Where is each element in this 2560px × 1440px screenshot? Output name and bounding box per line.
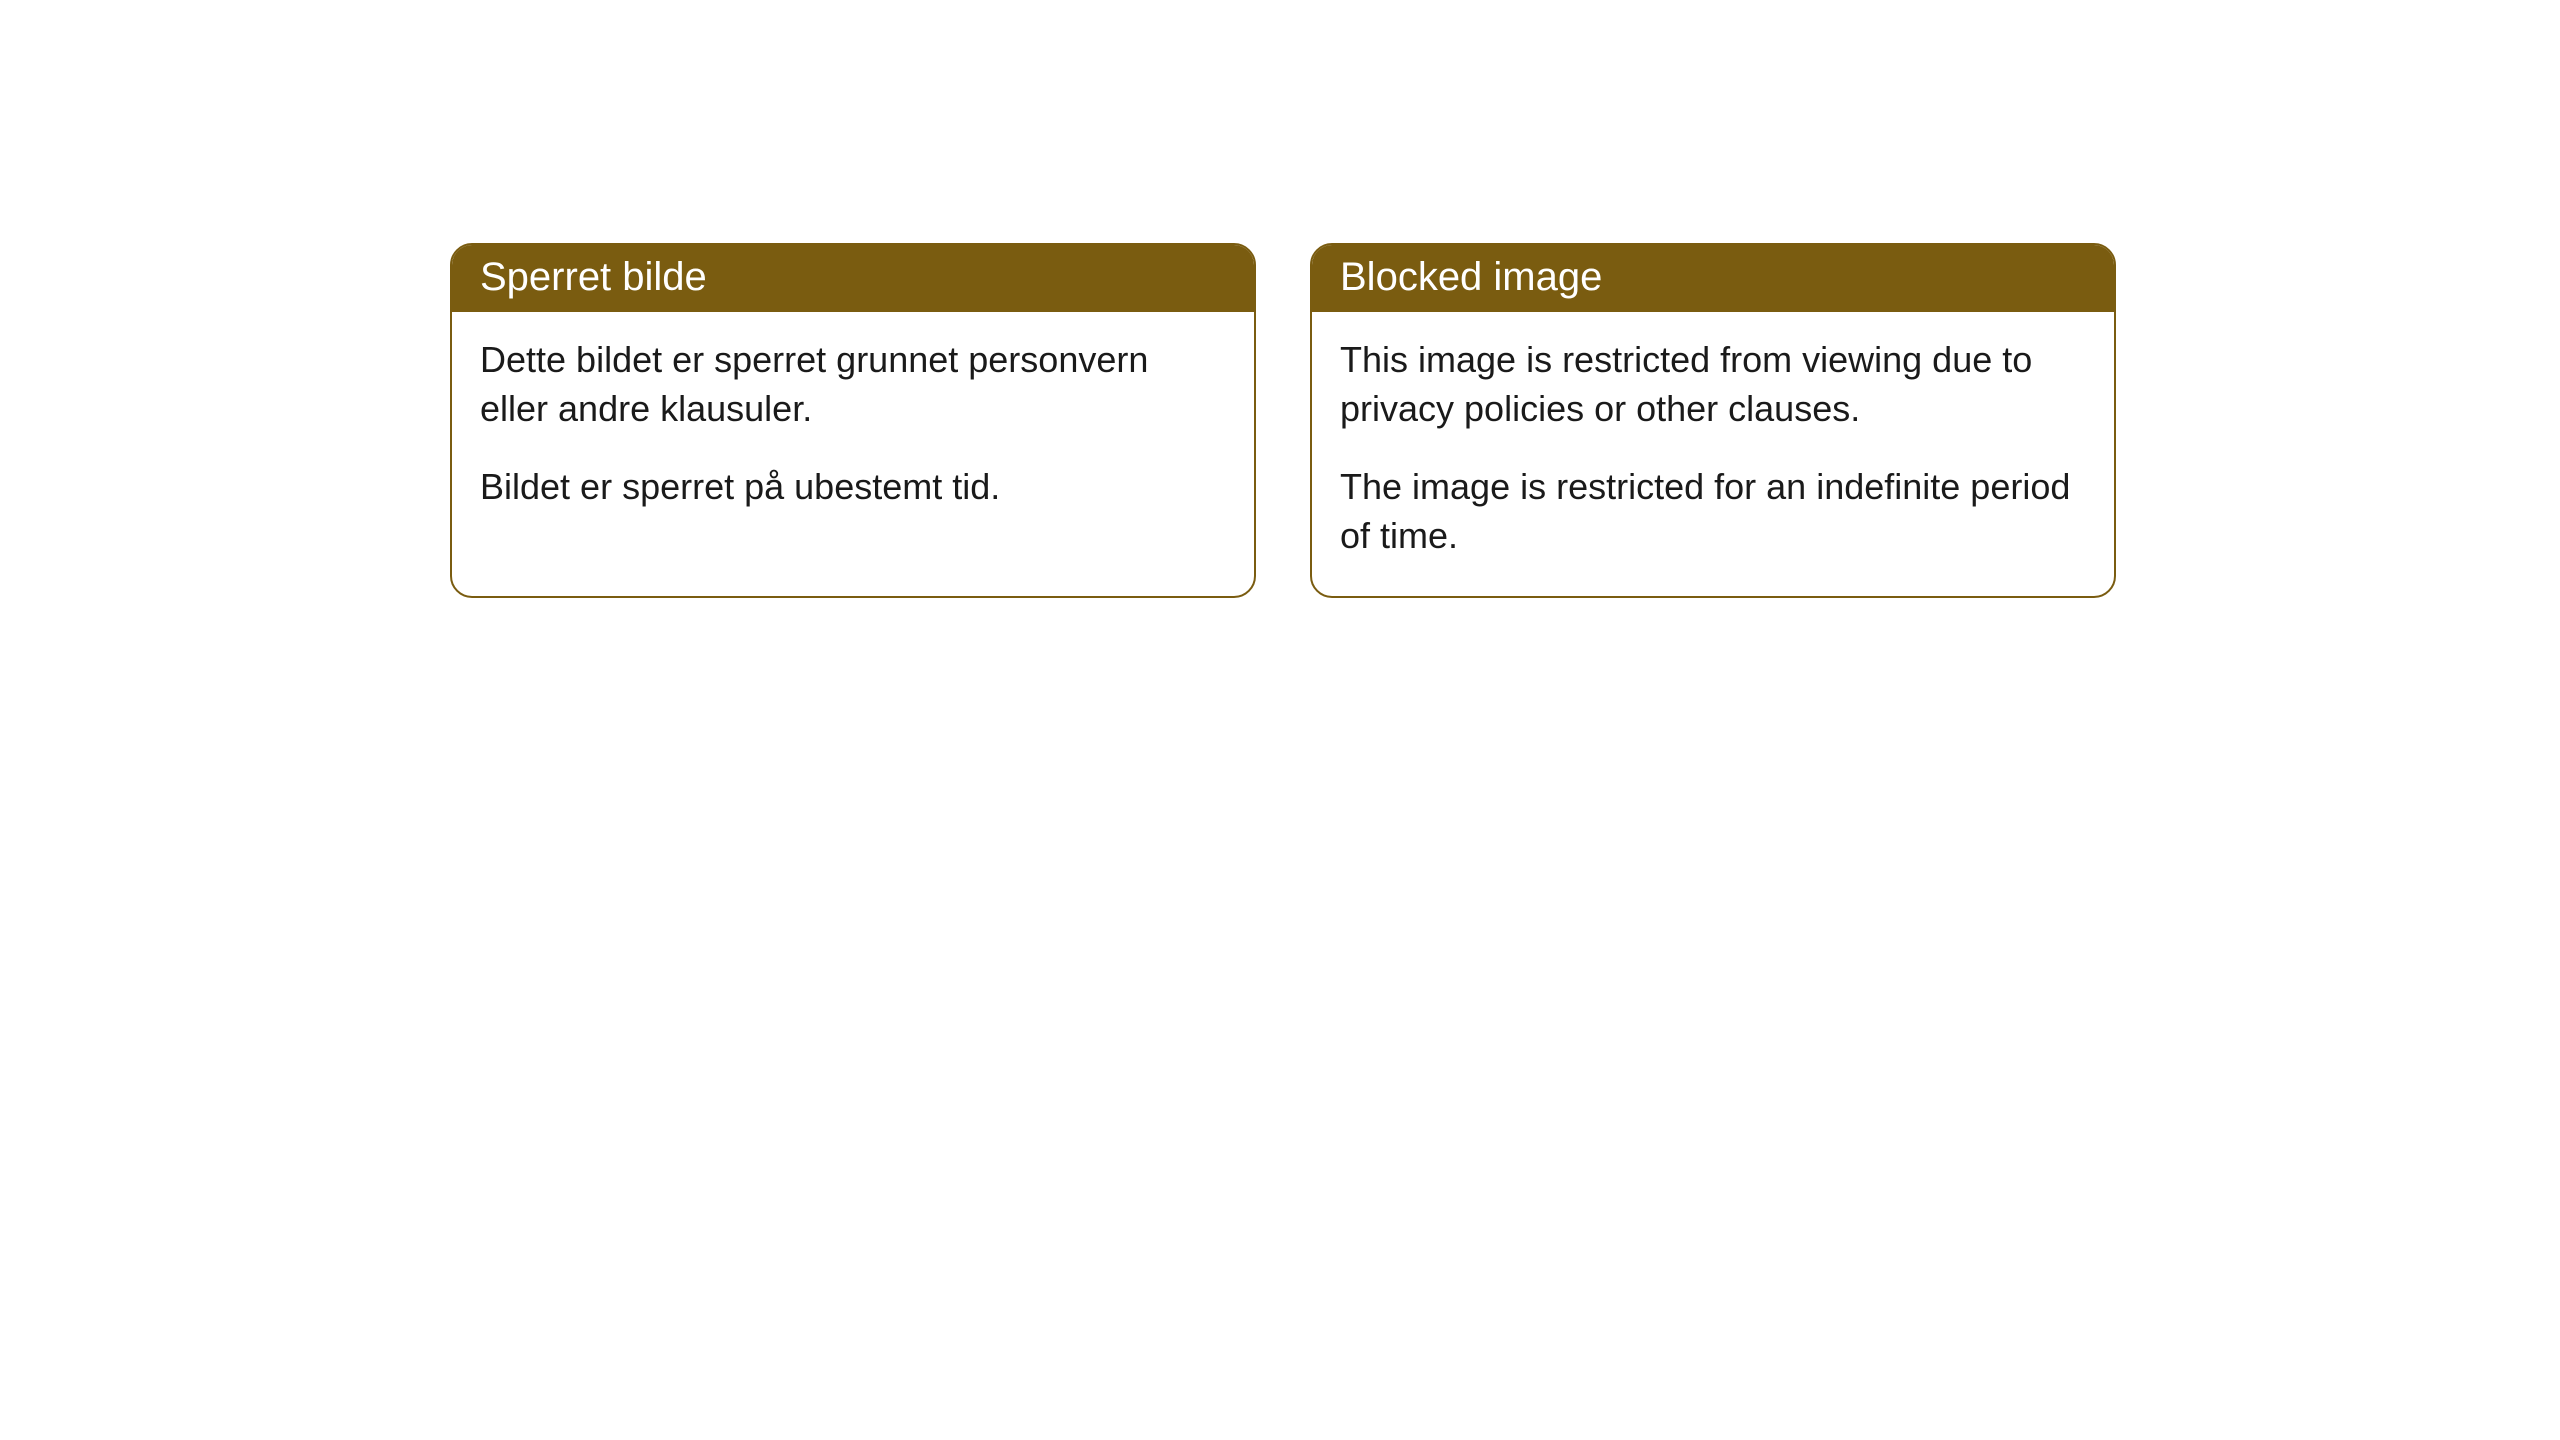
card-paragraph: This image is restricted from viewing du… (1340, 336, 2086, 433)
card-body: Dette bildet er sperret grunnet personve… (452, 312, 1254, 548)
card-paragraph: Dette bildet er sperret grunnet personve… (480, 336, 1226, 433)
notice-card-english: Blocked image This image is restricted f… (1310, 243, 2116, 598)
card-body: This image is restricted from viewing du… (1312, 312, 2114, 596)
card-header: Sperret bilde (452, 245, 1254, 312)
card-paragraph: Bildet er sperret på ubestemt tid. (480, 463, 1226, 512)
card-title: Sperret bilde (480, 255, 707, 299)
card-paragraph: The image is restricted for an indefinit… (1340, 463, 2086, 560)
card-header: Blocked image (1312, 245, 2114, 312)
notice-cards-container: Sperret bilde Dette bildet er sperret gr… (450, 243, 2116, 598)
notice-card-norwegian: Sperret bilde Dette bildet er sperret gr… (450, 243, 1256, 598)
card-title: Blocked image (1340, 255, 1602, 299)
